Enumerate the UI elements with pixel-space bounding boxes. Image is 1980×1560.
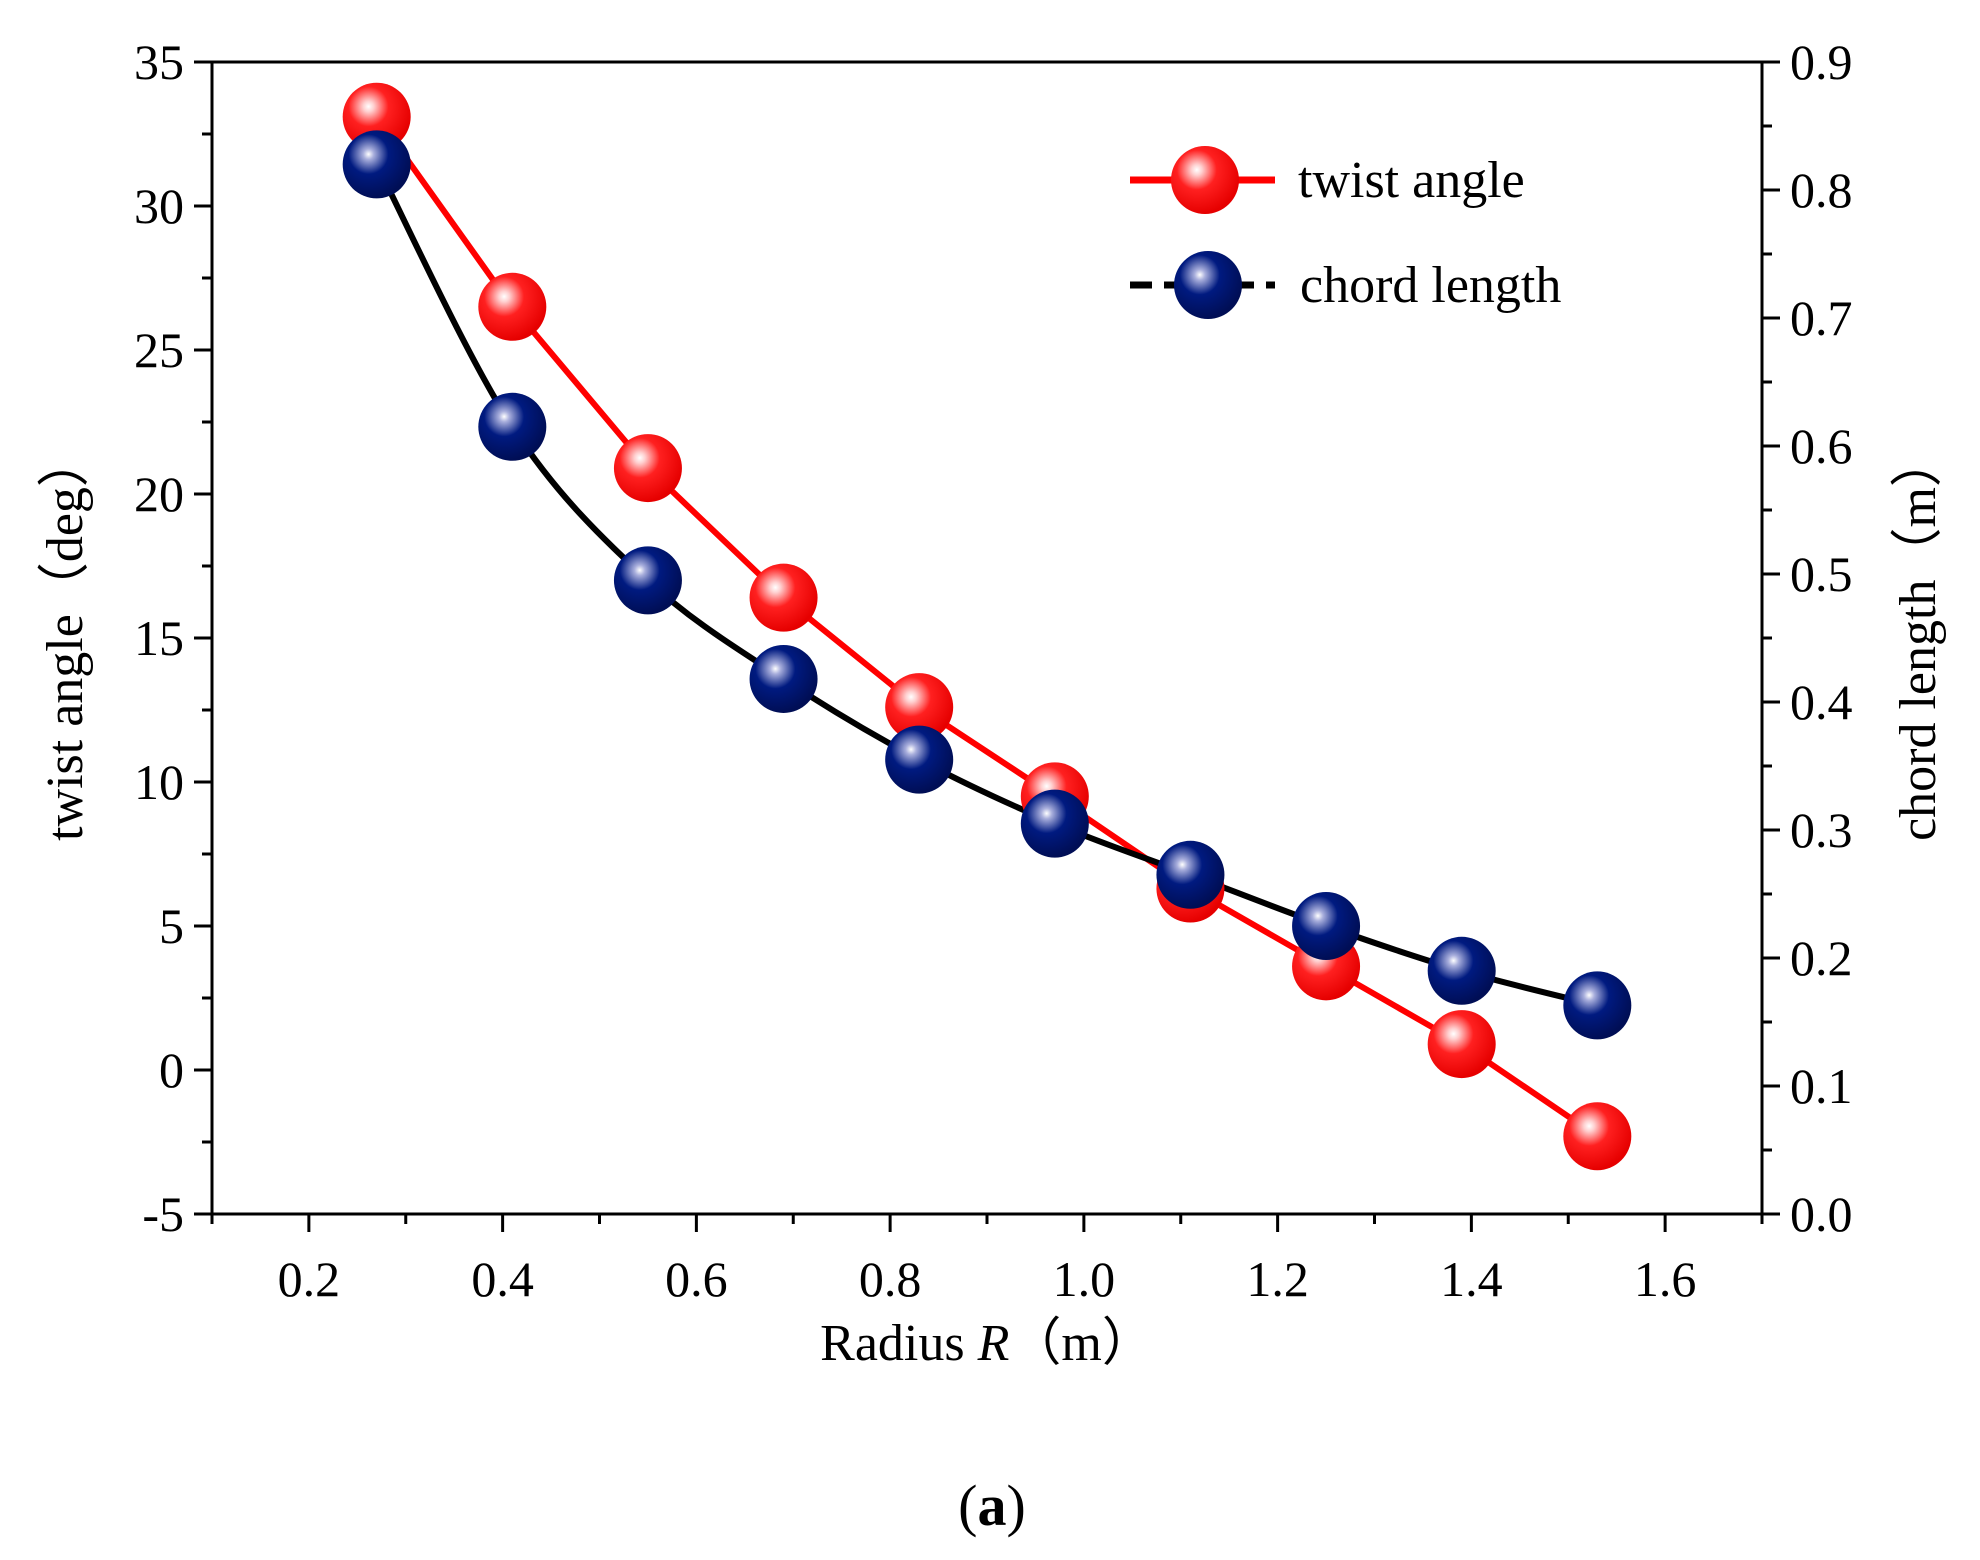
point-chord-length-7 bbox=[1292, 892, 1361, 960]
series-line-twist-angle bbox=[374, 114, 1599, 1139]
point-twist-angle-9 bbox=[1563, 1102, 1632, 1171]
x-tick-label-2: 0.6 bbox=[665, 1251, 728, 1307]
point-chord-length-4 bbox=[885, 725, 954, 794]
point-chord-length-2 bbox=[613, 546, 682, 615]
y-right-tick-label-4: 0.4 bbox=[1790, 674, 1853, 730]
point-twist-angle-2 bbox=[613, 434, 682, 503]
y-right-tick-label-6: 0.6 bbox=[1790, 418, 1853, 474]
x-tick-label-1: 0.4 bbox=[471, 1251, 534, 1307]
y-right-tick-label-0: 0.0 bbox=[1790, 1186, 1853, 1242]
y-left-tick-label-1: 0 bbox=[159, 1042, 184, 1098]
y-left-tick-label-3: 10 bbox=[134, 754, 184, 810]
x-tick-label-7: 1.6 bbox=[1634, 1251, 1697, 1307]
point-twist-angle-0 bbox=[342, 82, 411, 151]
series-layer bbox=[342, 82, 1632, 1171]
point-chord-length-0 bbox=[342, 130, 411, 199]
x-tick-label-0: 0.2 bbox=[278, 1251, 341, 1307]
series-markers bbox=[342, 82, 1632, 1171]
legend-item-chord-length: chord length bbox=[1130, 251, 1561, 319]
y-right-tick-labels: 0.0 0.1 0.2 0.3 0.4 0.5 0.6 0.7 0.8 0.9 bbox=[1790, 34, 1853, 1242]
y-left-tick-label-4: 15 bbox=[134, 610, 184, 666]
point-twist-angle-3 bbox=[749, 563, 818, 632]
x-tick-label-6: 1.4 bbox=[1440, 1251, 1503, 1307]
panel-label: (a) bbox=[958, 1473, 1026, 1538]
legend: twist angle chord length bbox=[1130, 146, 1561, 319]
point-chord-length-6 bbox=[1156, 840, 1225, 909]
point-twist-angle-1 bbox=[478, 272, 547, 341]
y-left-axis-title: twist angle（deg） bbox=[37, 435, 94, 841]
y-left-tick-label-6: 25 bbox=[134, 322, 184, 378]
legend-label-chord-length: chord length bbox=[1300, 257, 1561, 314]
y-right-tick-label-3: 0.3 bbox=[1790, 802, 1853, 858]
point-chord-length-8 bbox=[1427, 936, 1496, 1005]
point-chord-length-9 bbox=[1563, 971, 1632, 1040]
y-left-tick-label-8: 35 bbox=[134, 34, 184, 90]
x-tick-label-4: 1.0 bbox=[1053, 1251, 1116, 1307]
plot-frame bbox=[210, 60, 1764, 1216]
point-twist-angle-8 bbox=[1427, 1010, 1496, 1079]
point-chord-length-5 bbox=[1020, 789, 1089, 858]
y-left-tick-label-0: -5 bbox=[142, 1186, 184, 1242]
legend-marker-twist-angle bbox=[1171, 146, 1239, 214]
y-right-tick-label-5: 0.5 bbox=[1790, 546, 1853, 602]
y-right-tick-label-8: 0.8 bbox=[1790, 162, 1853, 218]
legend-item-twist-angle: twist angle bbox=[1130, 146, 1525, 214]
point-chord-length-1 bbox=[478, 392, 547, 461]
x-tick-label-3: 0.8 bbox=[859, 1251, 922, 1307]
y-left-tick-labels: -5 0 5 10 15 20 25 30 35 bbox=[134, 34, 184, 1242]
y-right-tick-label-1: 0.1 bbox=[1790, 1058, 1853, 1114]
x-tick-label-5: 1.2 bbox=[1246, 1251, 1309, 1307]
x-axis-title: Radius R（m） bbox=[820, 1315, 1154, 1372]
x-tick-labels: 0.2 0.4 0.6 0.8 1.0 1.2 1.4 1.6 bbox=[278, 1251, 1697, 1307]
y-left-tick-label-2: 5 bbox=[159, 898, 184, 954]
y-left-tick-label-7: 30 bbox=[134, 178, 184, 234]
legend-label-twist-angle: twist angle bbox=[1298, 152, 1525, 209]
y-right-tick-label-2: 0.2 bbox=[1790, 930, 1853, 986]
point-chord-length-3 bbox=[749, 644, 818, 713]
legend-marker-chord-length bbox=[1174, 251, 1242, 319]
point-twist-angle-4 bbox=[885, 673, 954, 742]
y-right-axis-title: chord length（m） bbox=[1890, 435, 1947, 841]
y-right-tick-label-9: 0.9 bbox=[1790, 34, 1853, 90]
y-left-tick-label-5: 20 bbox=[134, 466, 184, 522]
y-right-tick-label-7: 0.7 bbox=[1790, 290, 1853, 346]
tick-marks bbox=[194, 60, 1780, 1232]
